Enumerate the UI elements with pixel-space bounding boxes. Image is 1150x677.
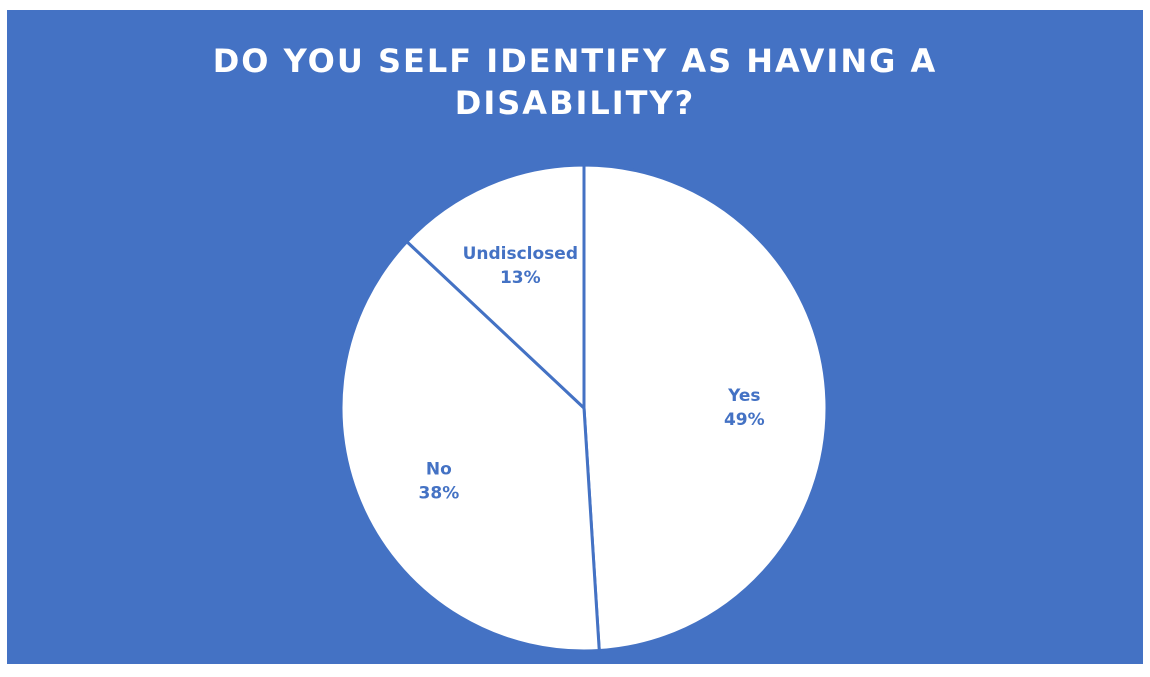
pie-chart: Yes 49% No 38% Undisclosed 13% — [339, 163, 829, 653]
pie-slice-no — [339, 240, 601, 653]
slice-category-label-yes: Yes — [727, 386, 760, 406]
chart-title: DO YOU SELF IDENTIFY AS HAVING A DISABIL… — [7, 40, 1143, 124]
pie-slice-undisclosed — [405, 163, 586, 410]
slice-percent-label-undisclosed: 13% — [500, 268, 541, 288]
chart-title-line-2: DISABILITY? — [454, 84, 696, 122]
slice-percent-label-yes: 49% — [724, 410, 765, 430]
chart-title-line-1: DO YOU SELF IDENTIFY AS HAVING A — [212, 42, 938, 80]
pie-slice-yes — [582, 163, 829, 653]
slice-percent-label-no: 38% — [419, 483, 460, 503]
slice-category-label-no: No — [426, 459, 452, 479]
chart-area: DO YOU SELF IDENTIFY AS HAVING A DISABIL… — [7, 10, 1143, 664]
slice-category-label-undisclosed: Undisclosed — [463, 244, 578, 264]
